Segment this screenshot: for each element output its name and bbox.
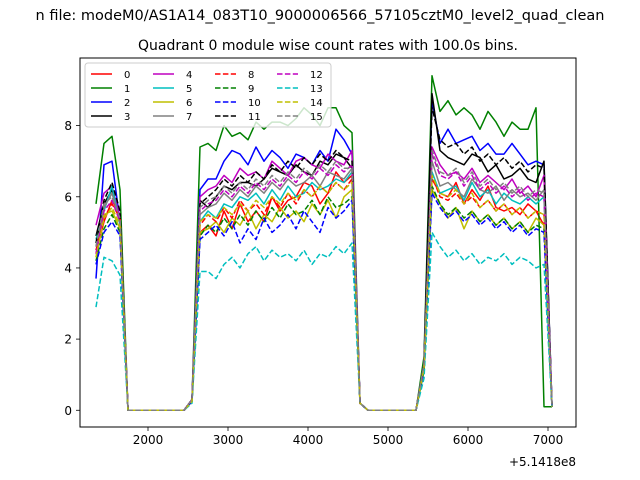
legend-label-14: 14 [310,98,323,109]
legend-label-6: 6 [186,98,192,109]
figure-suptitle: n file: modeM0/AS1A14_083T10_9000006566_… [36,8,605,24]
legend-label-2: 2 [124,98,130,109]
chart-title: Quadrant 0 module wise count rates with … [138,38,518,54]
y-tick-label: 6 [64,190,72,204]
y-axis: 0 2 4 6 8 [64,119,80,418]
legend-label-7: 7 [186,112,192,123]
x-tick-label: 2000 [133,433,164,447]
series-line-9 [95,185,553,412]
legend-label-0: 0 [124,70,130,81]
legend-label-5: 5 [186,84,192,95]
x-tick-label: 7000 [533,433,564,447]
x-tick-label: 3000 [213,433,244,447]
legend-box [84,62,332,128]
legend-label-4: 4 [186,70,192,81]
axes-frame [79,57,577,428]
legend-label-3: 3 [124,112,130,123]
legend-label-1: 1 [124,84,130,95]
y-tick-label: 2 [64,333,72,347]
y-tick-label: 4 [64,261,72,275]
x-tick-label: 5000 [373,433,404,447]
legend-label-10: 10 [248,98,261,109]
x-tick-label: 4000 [293,433,324,447]
y-tick-label: 0 [64,404,72,418]
legend-label-13: 13 [310,84,323,95]
legend-label-8: 8 [248,70,254,81]
plot-lines [95,75,553,412]
legend-label-15: 15 [310,112,323,123]
legend-label-11: 11 [248,112,261,123]
series-line-15 [95,149,553,412]
legend-label-12: 12 [310,70,323,81]
legend-label-9: 9 [248,84,254,95]
x-axis: 2000 3000 4000 5000 6000 7000 [133,427,564,447]
x-offset-label: +5.1418e8 [509,455,576,469]
x-tick-label: 6000 [453,433,484,447]
y-tick-label: 8 [64,119,72,133]
